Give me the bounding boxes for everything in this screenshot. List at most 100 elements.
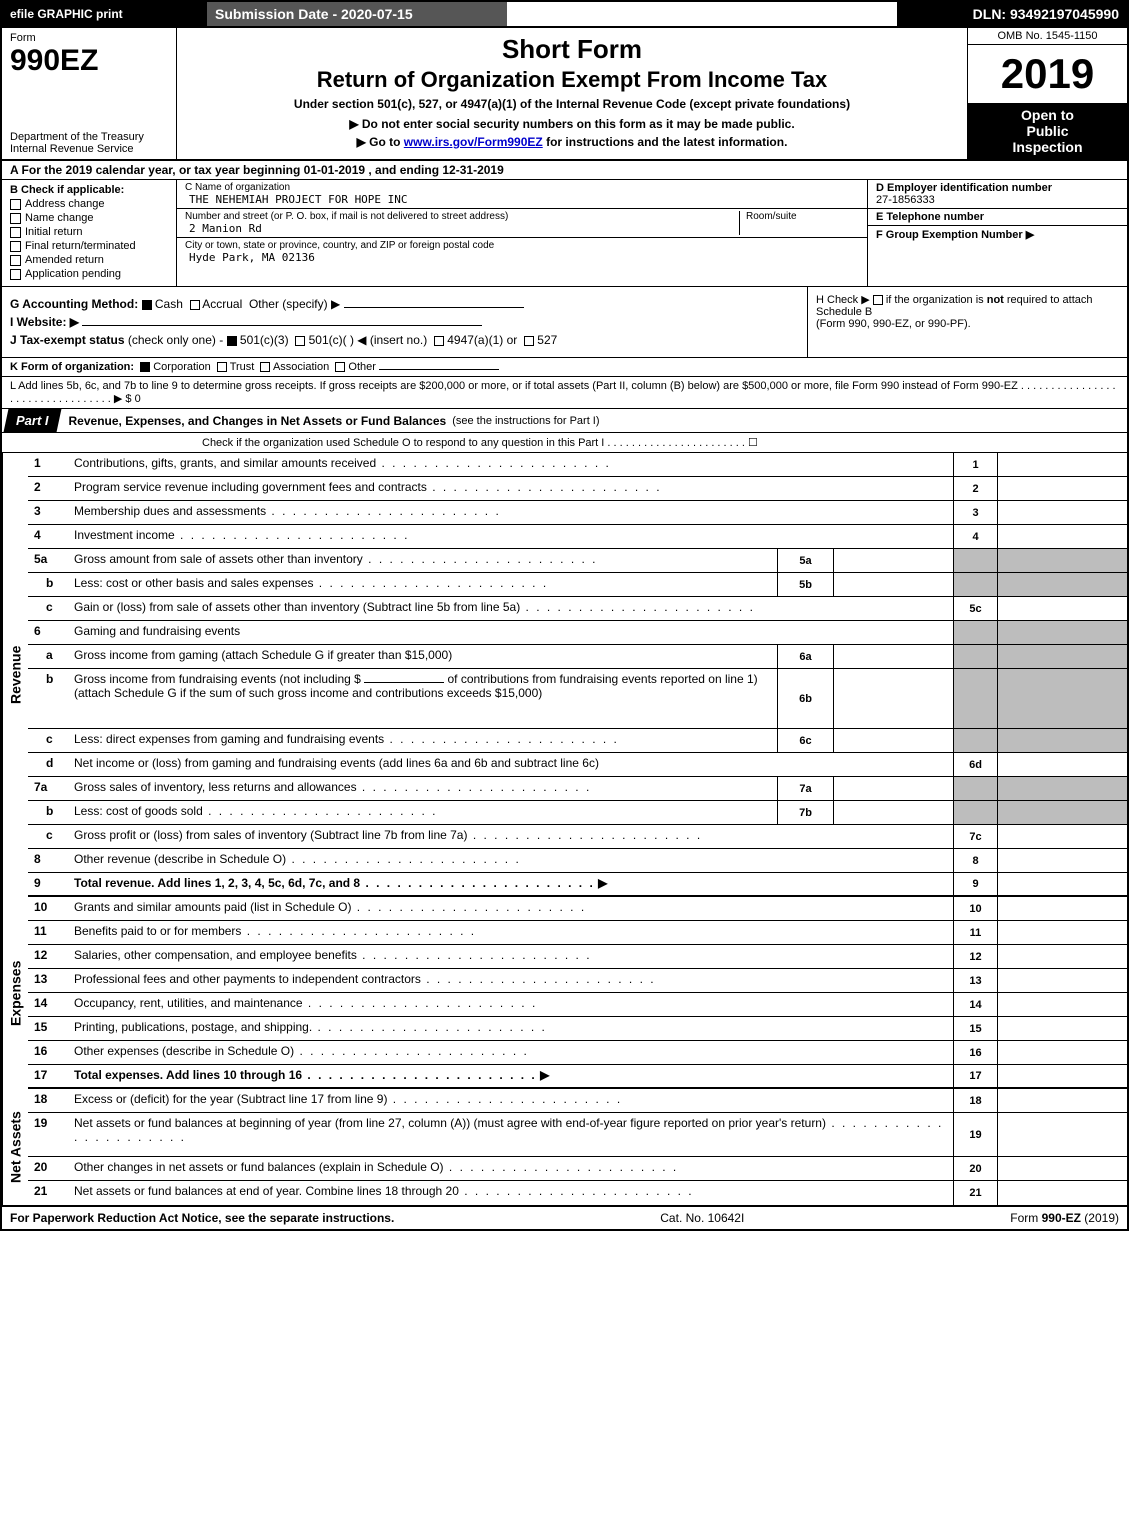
line-13-value[interactable] [997, 969, 1127, 992]
efile-print-cell[interactable]: efile GRAPHIC print [2, 2, 207, 26]
chk-h[interactable] [873, 295, 883, 305]
line-7c-rnum: 7c [953, 825, 997, 848]
line-16-desc: Other expenses (describe in Schedule O) [74, 1044, 294, 1058]
row-l: L Add lines 5b, 6c, and 7b to line 9 to … [0, 377, 1129, 409]
line-7c-desc: Gross profit or (loss) from sales of inv… [74, 828, 467, 842]
line-15-value[interactable] [997, 1017, 1127, 1040]
line-11-rnum: 11 [953, 921, 997, 944]
line-14-value[interactable] [997, 993, 1127, 1016]
line-6a-desc: Gross income from gaming (attach Schedul… [74, 648, 452, 662]
line-5a-sval[interactable] [833, 549, 953, 572]
line-6c-rval-grey [997, 729, 1127, 752]
line-7b-rval-grey [997, 801, 1127, 824]
ein-label: D Employer identification number [876, 182, 1119, 194]
row-g: G Accounting Method: Cash Accrual Other … [10, 297, 799, 311]
line-11-value[interactable] [997, 921, 1127, 944]
line-6-num: 6 [28, 621, 70, 644]
line-19-value[interactable] [997, 1113, 1127, 1156]
line-7b-sbox: 7b [777, 801, 833, 824]
line-18-value[interactable] [997, 1089, 1127, 1112]
box-d: D Employer identification number 27-1856… [868, 180, 1127, 208]
chk-amended-return[interactable] [10, 255, 21, 266]
street-value: 2 Manion Rd [185, 222, 739, 235]
chk-accrual[interactable] [190, 300, 200, 310]
part-i-check-line: Check if the organization used Schedule … [0, 433, 1129, 453]
line-16-rnum: 16 [953, 1041, 997, 1064]
chk-initial-return[interactable] [10, 227, 21, 238]
dept-treasury: Department of the Treasury [10, 131, 168, 143]
line-7a-sval[interactable] [833, 777, 953, 800]
line-17-rnum: 17 [953, 1065, 997, 1087]
inspect-l1: Open to [970, 107, 1125, 123]
chk-trust[interactable] [217, 362, 227, 372]
chk-corp[interactable] [140, 362, 150, 372]
revenue-section: Revenue 1 Contributions, gifts, grants, … [0, 453, 1129, 897]
lbl-address-change: Address change [25, 198, 105, 210]
org-name-label: C Name of organization [185, 182, 859, 193]
lbl-cash: Cash [155, 297, 183, 311]
website-field[interactable] [82, 325, 482, 326]
line-9-value[interactable] [997, 873, 1127, 895]
line-6b-amount-field[interactable] [364, 682, 444, 683]
line-6a-sval[interactable] [833, 645, 953, 668]
line-21: 21 Net assets or fund balances at end of… [28, 1181, 1127, 1205]
line-3-num: 3 [28, 501, 70, 524]
lbl-other-specify: Other (specify) ▶ [249, 297, 340, 311]
lbl-final-return: Final return/terminated [25, 240, 136, 252]
chk-4947[interactable] [434, 336, 444, 346]
irs-link[interactable]: www.irs.gov/Form990EZ [404, 135, 543, 149]
line-5c-value[interactable] [997, 597, 1127, 620]
line-6c-sval[interactable] [833, 729, 953, 752]
line-6b-desc1: Gross income from fundraising events (no… [74, 672, 364, 686]
lbl-accrual: Accrual [202, 297, 242, 311]
line-10-value[interactable] [997, 897, 1127, 920]
box-b: B Check if applicable: Address change Na… [2, 180, 177, 286]
line-7c-value[interactable] [997, 825, 1127, 848]
line-7a-num: 7a [28, 777, 70, 800]
chk-527[interactable] [524, 336, 534, 346]
line-7b-sval[interactable] [833, 801, 953, 824]
line-8-value[interactable] [997, 849, 1127, 872]
chk-assoc[interactable] [260, 362, 270, 372]
line-21-value[interactable] [997, 1181, 1127, 1205]
line-13-desc: Professional fees and other payments to … [74, 972, 421, 986]
line-7a-rnum-grey [953, 777, 997, 800]
chk-cash[interactable] [142, 300, 152, 310]
line-16-value[interactable] [997, 1041, 1127, 1064]
line-5a-num: 5a [28, 549, 70, 572]
line-11-desc: Benefits paid to or for members [74, 924, 241, 938]
chk-application-pending[interactable] [10, 269, 21, 280]
line-2-value[interactable] [997, 477, 1127, 500]
line-5b-sval[interactable] [833, 573, 953, 596]
chk-other-org[interactable] [335, 362, 345, 372]
tel-label: E Telephone number [876, 211, 984, 223]
chk-final-return[interactable] [10, 241, 21, 252]
line-20-value[interactable] [997, 1157, 1127, 1180]
line-6d-value[interactable] [997, 753, 1127, 776]
city-value: Hyde Park, MA 02136 [185, 251, 859, 264]
other-specify-field[interactable] [344, 307, 524, 308]
lbl-501c3: 501(c)(3) [240, 333, 289, 347]
line-12-value[interactable] [997, 945, 1127, 968]
line-1-value[interactable] [997, 453, 1127, 476]
line-17-value[interactable] [997, 1065, 1127, 1087]
chk-address-change[interactable] [10, 199, 21, 210]
lbl-name-change: Name change [25, 212, 94, 224]
line-3-value[interactable] [997, 501, 1127, 524]
l-text: L Add lines 5b, 6c, and 7b to line 9 to … [10, 380, 1116, 405]
line-4-value[interactable] [997, 525, 1127, 548]
line-5a-sbox: 5a [777, 549, 833, 572]
line-1: 1 Contributions, gifts, grants, and simi… [28, 453, 1127, 477]
line-6a-rval-grey [997, 645, 1127, 668]
line-1-desc: Contributions, gifts, grants, and simila… [74, 456, 376, 470]
lbl-assoc: Association [273, 361, 329, 373]
lbl-initial-return: Initial return [25, 226, 82, 238]
chk-name-change[interactable] [10, 213, 21, 224]
line-6a: a Gross income from gaming (attach Sched… [28, 645, 1127, 669]
other-org-field[interactable] [379, 369, 499, 370]
chk-501c3[interactable] [227, 336, 237, 346]
chk-501c[interactable] [295, 336, 305, 346]
line-21-rnum: 21 [953, 1181, 997, 1205]
box-e: E Telephone number [868, 208, 1127, 225]
line-6b-sval[interactable] [833, 669, 953, 728]
